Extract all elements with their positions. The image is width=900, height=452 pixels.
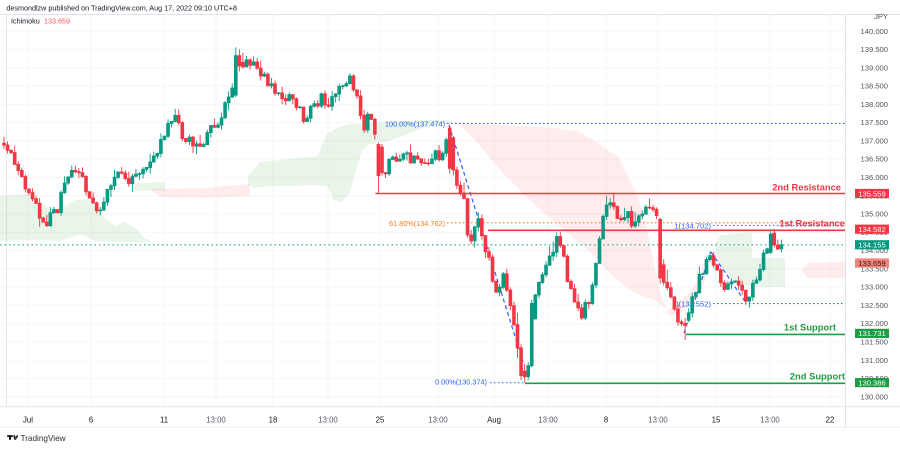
svg-text:13:00: 13:00	[428, 416, 448, 425]
svg-text:2nd Resistance: 2nd Resistance	[772, 182, 841, 193]
svg-text:136.000: 136.000	[861, 173, 888, 182]
svg-text:133.000: 133.000	[861, 283, 888, 292]
svg-text:13:00: 13:00	[206, 416, 226, 425]
svg-text:132.000: 132.000	[861, 319, 888, 328]
svg-text:134.000: 134.000	[861, 246, 888, 255]
svg-text:0.00%(130.374): 0.00%(130.374)	[435, 378, 487, 387]
svg-text:130.386: 130.386	[858, 378, 885, 387]
svg-text:134.155: 134.155	[858, 241, 885, 250]
svg-text:Aug: Aug	[487, 416, 501, 425]
svg-text:6: 6	[89, 416, 93, 425]
svg-text:13:00: 13:00	[318, 416, 338, 425]
svg-text:131.000: 131.000	[861, 356, 888, 365]
svg-text:134.582: 134.582	[858, 225, 885, 234]
svg-text:131.500: 131.500	[861, 338, 888, 347]
svg-text:15: 15	[712, 416, 721, 425]
svg-text:139.500: 139.500	[861, 45, 888, 54]
svg-text:desmondlzw published on Tradin: desmondlzw published on TradingView.com,…	[6, 3, 237, 12]
svg-text:135.000: 135.000	[861, 210, 888, 219]
svg-text:133.659: 133.659	[44, 16, 70, 25]
svg-text:22: 22	[826, 416, 835, 425]
svg-text:1st Resistance: 1st Resistance	[779, 217, 845, 228]
svg-text:1st Support: 1st Support	[784, 321, 836, 332]
svg-text:137.000: 137.000	[861, 136, 888, 145]
svg-text:133.659: 133.659	[858, 259, 885, 268]
svg-text:13:00: 13:00	[648, 416, 668, 425]
svg-text:100.00%(137.474): 100.00%(137.474)	[385, 120, 445, 129]
svg-text:138.000: 138.000	[861, 100, 888, 109]
svg-text:136.500: 136.500	[861, 155, 888, 164]
svg-text:13:00: 13:00	[760, 416, 780, 425]
svg-text:JPY: JPY	[874, 12, 888, 21]
svg-text:18: 18	[269, 416, 278, 425]
svg-text:Ichimoku: Ichimoku	[11, 16, 40, 25]
svg-text:138.500: 138.500	[861, 82, 888, 91]
svg-text:137.500: 137.500	[861, 118, 888, 127]
svg-text:13:00: 13:00	[538, 416, 558, 425]
svg-text:25: 25	[376, 416, 385, 425]
svg-text:140.000: 140.000	[861, 27, 888, 36]
svg-text:TradingView: TradingView	[21, 434, 66, 443]
svg-text:135.559: 135.559	[858, 189, 885, 198]
svg-text:8: 8	[604, 416, 608, 425]
svg-text:132.500: 132.500	[861, 301, 888, 310]
svg-text:130.000: 130.000	[861, 392, 888, 401]
svg-text:2nd Support: 2nd Support	[790, 370, 845, 381]
svg-text:61.80%(134.762): 61.80%(134.762)	[389, 219, 445, 228]
svg-text:11: 11	[160, 416, 168, 425]
svg-text:1(134.702): 1(134.702)	[674, 221, 711, 230]
svg-text:139.000: 139.000	[861, 63, 888, 72]
svg-text:131.731: 131.731	[858, 329, 885, 338]
svg-text:133.500: 133.500	[861, 264, 888, 273]
svg-text:Jul: Jul	[23, 416, 33, 425]
